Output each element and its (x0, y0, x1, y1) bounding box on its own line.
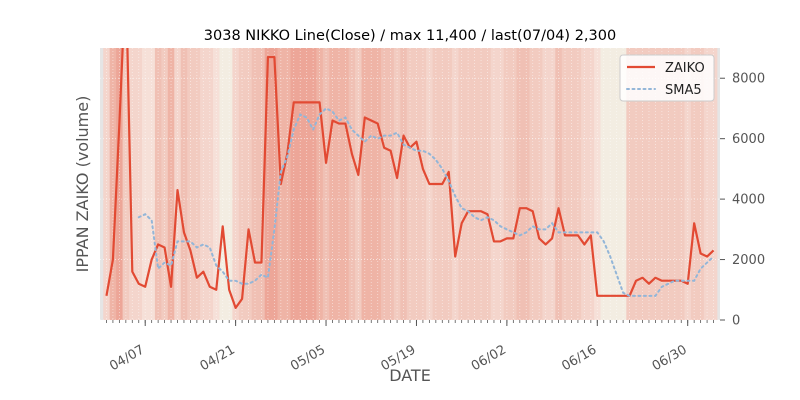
x-tick-label: 05/05 (288, 342, 328, 374)
x-tick-label: 06/02 (469, 342, 509, 374)
y-tick-label: 2000 (732, 253, 765, 268)
legend-label-sma5: SMA5 (665, 83, 702, 98)
y-axis-title: IPPAN ZAIKO (volume) (73, 96, 92, 273)
chart-title: 3038 NIKKO Line(Close) / max 11,400 / la… (204, 28, 616, 44)
x-tick-label: 06/16 (559, 342, 599, 374)
y-tick-label: 4000 (732, 193, 765, 208)
x-tick-label: 06/30 (650, 342, 690, 374)
y-tick-label: 6000 (732, 132, 765, 147)
series-lines (105, 48, 715, 310)
y-tick-label: 8000 (732, 72, 765, 87)
x-tick-label: 04/21 (198, 342, 238, 374)
legend-label-zaiko: ZAIKO (665, 61, 705, 76)
y-tick-label: 0 (732, 314, 740, 329)
series-line-sma5 (137, 107, 715, 297)
x-axis-title: DATE (389, 366, 431, 385)
legend: ZAIKO SMA5 (619, 54, 715, 102)
x-tick-label: 04/07 (107, 342, 147, 374)
